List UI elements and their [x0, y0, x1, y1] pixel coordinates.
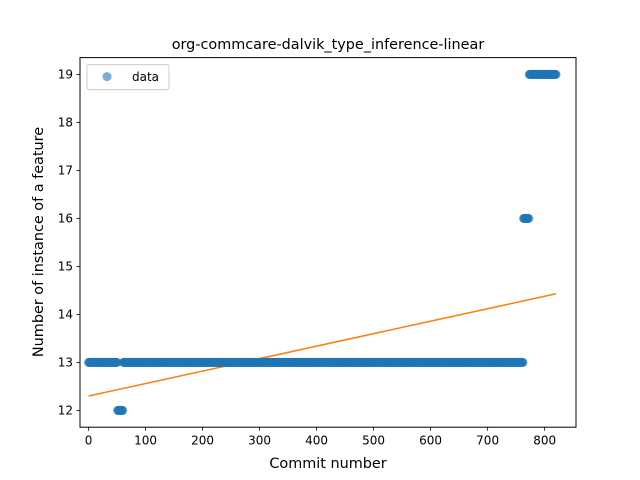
legend-label-data: data: [132, 70, 159, 84]
data-points-layer: [84, 69, 561, 415]
x-tick-label: 200: [191, 434, 214, 448]
x-tick-label: 100: [134, 434, 157, 448]
x-axis-label: Commit number: [269, 456, 386, 472]
fit-line: [88, 293, 557, 397]
chart-title: org-commcare-dalvik_type_inference-linea…: [172, 37, 485, 53]
data-point: [118, 405, 128, 415]
fit-line-layer: [88, 293, 557, 397]
y-tick-label: 17: [58, 164, 73, 178]
x-tick-label: 400: [305, 434, 328, 448]
data-point: [551, 69, 561, 79]
y-tick-label: 13: [58, 356, 73, 370]
y-tick-label: 14: [58, 308, 73, 322]
data-point: [518, 357, 528, 367]
x-tick-label: 700: [476, 434, 499, 448]
y-tick-label: 19: [58, 68, 73, 82]
y-tick-label: 18: [58, 116, 73, 130]
legend: data: [86, 64, 170, 91]
x-tick-label: 300: [248, 434, 271, 448]
x-tick-label: 800: [533, 434, 556, 448]
legend-marker-data: [102, 72, 112, 82]
x-tick-label: 500: [362, 434, 385, 448]
legend-box: [86, 64, 170, 91]
x-axis-ticks: 0 100 200 300 400 500 600 700 800: [85, 427, 556, 448]
plot-area: [80, 57, 576, 428]
y-tick-label: 16: [58, 212, 73, 226]
plot-frame: [79, 57, 577, 428]
x-tick-label: 600: [419, 434, 442, 448]
y-axis-ticks: 12 13 14 15 16 17 18 19: [58, 68, 80, 418]
y-tick-label: 12: [58, 404, 73, 418]
x-tick-label: 0: [85, 434, 93, 448]
data-point: [524, 213, 534, 223]
y-axis-label: Number of instance of a feature: [31, 127, 47, 357]
data-point: [112, 357, 122, 367]
y-tick-label: 15: [58, 260, 73, 274]
